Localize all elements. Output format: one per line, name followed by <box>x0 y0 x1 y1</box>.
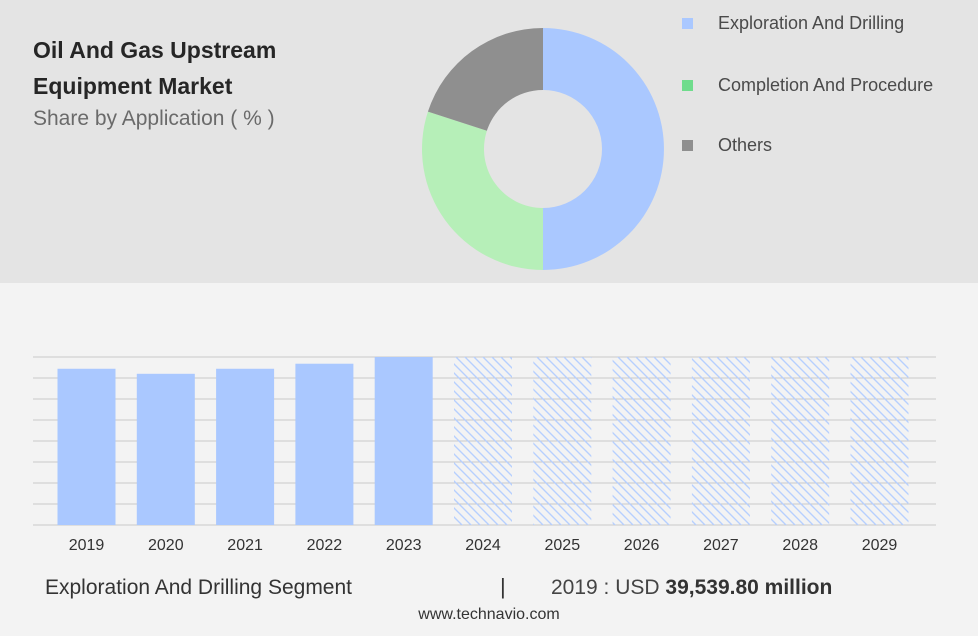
x-tick-2026: 2026 <box>624 537 660 554</box>
bar-2027 <box>691 357 750 525</box>
x-tick-2021: 2021 <box>227 537 263 554</box>
segment-label: Exploration And Drilling Segment <box>45 576 353 599</box>
x-tick-2020: 2020 <box>148 537 184 554</box>
x-tick-2022: 2022 <box>307 537 343 554</box>
x-tick-2023: 2023 <box>386 537 422 554</box>
bar-2023 <box>374 357 433 525</box>
donut-chart <box>422 28 664 270</box>
bar-2029 <box>850 357 909 525</box>
donut-slice-completion <box>422 111 543 270</box>
x-tick-2024: 2024 <box>465 537 501 554</box>
chart-title: Oil And Gas Upstream Equipment Market <box>33 37 277 99</box>
donut-slice-others <box>427 28 543 131</box>
bar-2022 <box>295 363 354 525</box>
segment-value: 2019 : USD 39,539.80 million <box>551 576 832 600</box>
x-tick-2028: 2028 <box>782 537 818 554</box>
x-tick-2019: 2019 <box>69 537 105 554</box>
x-tick-2025: 2025 <box>545 537 581 554</box>
bar-2026 <box>612 357 671 525</box>
chart-subtitle: Share by Application ( % ) <box>33 107 275 130</box>
legend-label-completion: Completion And Procedure <box>718 75 934 95</box>
legend-label-others: Others <box>718 135 773 155</box>
segment-value-prefix: 2019 : USD <box>551 576 660 599</box>
footer-separator: | <box>500 574 506 599</box>
x-tick-2029: 2029 <box>862 537 898 554</box>
bar-2021 <box>216 368 275 525</box>
legend-label-exploration: Exploration And Drilling <box>718 13 905 33</box>
site-url[interactable]: www.technavio.com <box>418 606 560 623</box>
bar-2028 <box>771 357 830 525</box>
bar-2025 <box>533 357 592 525</box>
legend-swatch-exploration <box>682 18 693 29</box>
bar-2019 <box>57 368 116 525</box>
bar-2020 <box>136 373 195 525</box>
legend-swatch-completion <box>682 80 693 91</box>
segment-value-amount: 39,539.80 million <box>665 576 833 599</box>
bar-2024 <box>454 357 512 525</box>
x-tick-2027: 2027 <box>703 537 739 554</box>
legend-swatch-others <box>682 140 693 151</box>
donut-slice-exploration <box>543 28 664 270</box>
